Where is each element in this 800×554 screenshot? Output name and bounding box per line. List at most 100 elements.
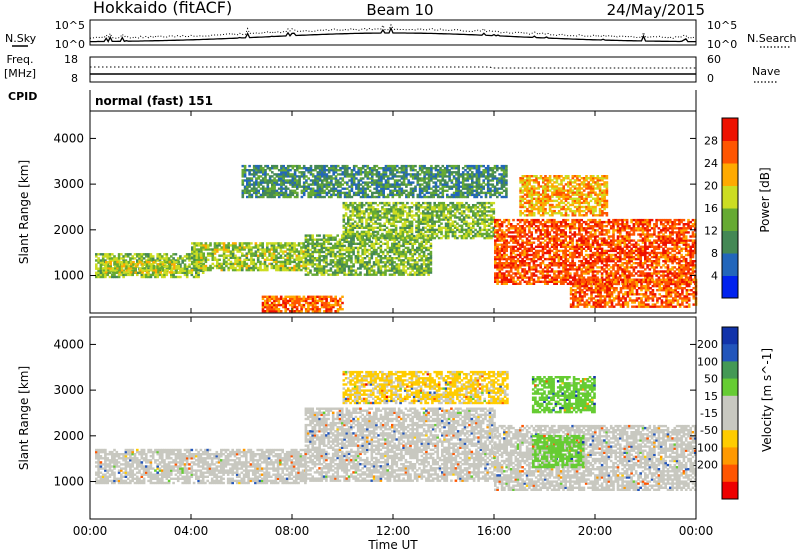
data-cell xyxy=(113,255,116,258)
data-cell xyxy=(480,171,483,174)
data-cell xyxy=(519,253,522,257)
data-cell xyxy=(394,216,398,219)
data-cell xyxy=(262,179,265,182)
data-cell xyxy=(327,301,331,305)
data-cell xyxy=(453,230,457,234)
data-cell xyxy=(541,272,545,275)
data-cell xyxy=(275,268,278,272)
data-cell xyxy=(498,181,501,184)
data-cell xyxy=(505,195,508,199)
data-cell xyxy=(270,242,274,245)
data-cell xyxy=(343,261,346,264)
data-cell xyxy=(368,269,371,272)
data-cell xyxy=(453,226,457,229)
data-cell xyxy=(553,241,556,244)
data-cell xyxy=(231,244,235,247)
data-cell xyxy=(541,274,545,277)
data-cell xyxy=(469,210,473,213)
data-cell xyxy=(396,181,399,184)
data-cell xyxy=(439,169,442,172)
data-cell xyxy=(307,310,310,313)
data-cell xyxy=(156,259,159,262)
data-cell xyxy=(447,232,450,236)
data-cell xyxy=(530,249,533,253)
data-cell xyxy=(402,265,405,268)
data-cell xyxy=(247,264,251,268)
data-cell xyxy=(409,164,413,168)
data-cell xyxy=(385,212,389,215)
data-cell xyxy=(325,263,328,266)
data-cell xyxy=(293,175,297,178)
data-cell xyxy=(302,181,306,184)
data-cell xyxy=(509,247,513,250)
data-cell xyxy=(541,270,545,273)
data-cell xyxy=(421,167,424,170)
data-cell xyxy=(191,260,194,264)
data-cell xyxy=(291,185,295,188)
frequency-panel-frame xyxy=(89,56,697,83)
data-cell xyxy=(403,230,407,234)
data-cell xyxy=(442,204,446,207)
data-cell xyxy=(392,206,396,209)
data-cell xyxy=(383,214,386,217)
data-cell xyxy=(339,167,342,170)
data-cell xyxy=(363,226,366,229)
data-cell xyxy=(316,305,319,309)
data-cell xyxy=(279,246,283,249)
data-cell xyxy=(338,240,342,243)
data-cell xyxy=(254,252,258,255)
data-cell xyxy=(261,301,265,305)
data-cell xyxy=(191,246,194,249)
data-cell xyxy=(557,262,561,265)
data-cell xyxy=(385,210,389,213)
data-cell xyxy=(284,175,288,178)
data-cell xyxy=(179,275,182,279)
data-cell xyxy=(250,177,254,180)
data-cell xyxy=(389,173,392,176)
data-cell xyxy=(114,267,117,270)
data-cell xyxy=(487,224,491,227)
data-cell xyxy=(487,232,491,236)
data-cell xyxy=(200,258,203,261)
data-cell xyxy=(348,195,351,199)
data-cell xyxy=(509,245,513,248)
data-cell xyxy=(422,255,426,258)
data-cell xyxy=(381,257,385,260)
data-cell xyxy=(356,261,360,264)
data-cell xyxy=(280,169,283,172)
data-cell xyxy=(306,267,310,270)
data-cell xyxy=(489,187,492,190)
data-cell xyxy=(381,208,384,211)
data-cell xyxy=(286,262,289,266)
data-cell xyxy=(307,169,310,172)
data-cell xyxy=(500,235,504,238)
data-cell xyxy=(413,240,417,243)
data-cell xyxy=(343,167,347,170)
data-cell xyxy=(277,173,281,176)
data-cell xyxy=(528,253,531,257)
data-cell xyxy=(309,259,312,262)
data-cell xyxy=(428,204,432,207)
data-cell xyxy=(491,169,495,172)
data-cell xyxy=(350,269,353,272)
data-cell xyxy=(289,299,292,303)
station-title: Hokkaido (fitACF) xyxy=(93,0,232,17)
data-cell xyxy=(288,254,292,257)
data-cell xyxy=(447,230,450,234)
data-cell xyxy=(437,214,441,217)
data-cell xyxy=(466,191,470,195)
data-cell xyxy=(342,234,346,238)
data-cell xyxy=(428,230,432,234)
data-cell xyxy=(332,187,335,190)
data-cell xyxy=(414,177,417,180)
data-cell xyxy=(464,169,467,172)
data-cell xyxy=(377,195,381,199)
data-cell xyxy=(273,167,276,170)
data-cell xyxy=(293,258,296,261)
data-cell xyxy=(192,267,196,270)
data-cell xyxy=(475,187,479,190)
data-cell xyxy=(503,251,506,255)
data-cell xyxy=(475,183,479,186)
data-cell xyxy=(330,187,333,190)
data-cell xyxy=(275,175,279,178)
